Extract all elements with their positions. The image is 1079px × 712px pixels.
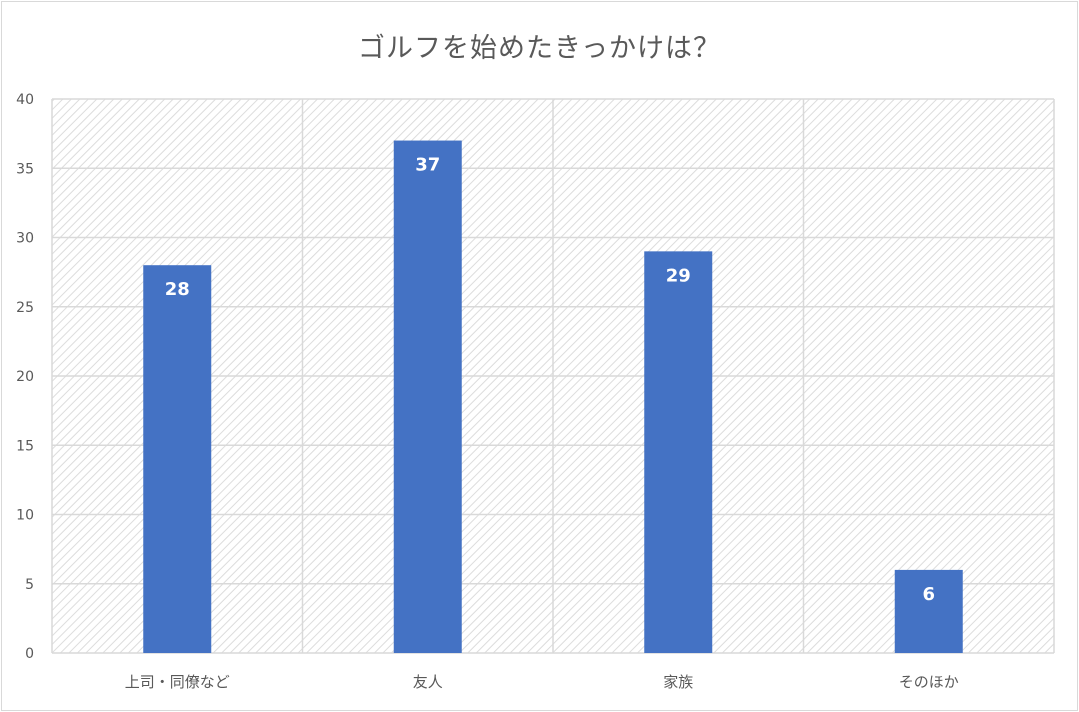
y-tick-label: 5 [25, 577, 34, 593]
y-tick-label: 10 [16, 508, 34, 524]
y-tick-label: 35 [16, 161, 34, 177]
x-category-label: 友人 [413, 673, 443, 691]
data-label: 37 [415, 155, 440, 176]
bar [143, 265, 212, 653]
y-tick-label: 25 [16, 300, 34, 316]
bar [644, 251, 713, 653]
chart-title: ゴルフを始めたきっかけは？ [358, 33, 721, 64]
y-tick-label: 40 [16, 92, 34, 108]
data-label: 28 [165, 279, 190, 300]
x-axis-labels: 上司・同僚など 友人 家族 そのほか [125, 673, 959, 691]
bars: 28 37 29 6 [143, 140, 963, 654]
y-tick-label: 20 [16, 369, 34, 385]
y-tick-label: 30 [16, 231, 34, 247]
x-category-label: 家族 [663, 673, 693, 691]
y-tick-label: 15 [16, 438, 34, 454]
data-label: 6 [922, 584, 935, 605]
bar [393, 140, 462, 654]
x-category-label: そのほか [899, 673, 959, 691]
y-tick-label: 0 [25, 646, 34, 662]
x-category-label: 上司・同僚など [125, 673, 230, 691]
data-label: 29 [666, 265, 691, 286]
gridlines [51, 98, 1055, 654]
y-axis-ticks: 0 5 10 15 20 25 30 35 40 [16, 92, 34, 662]
bar [894, 569, 963, 653]
